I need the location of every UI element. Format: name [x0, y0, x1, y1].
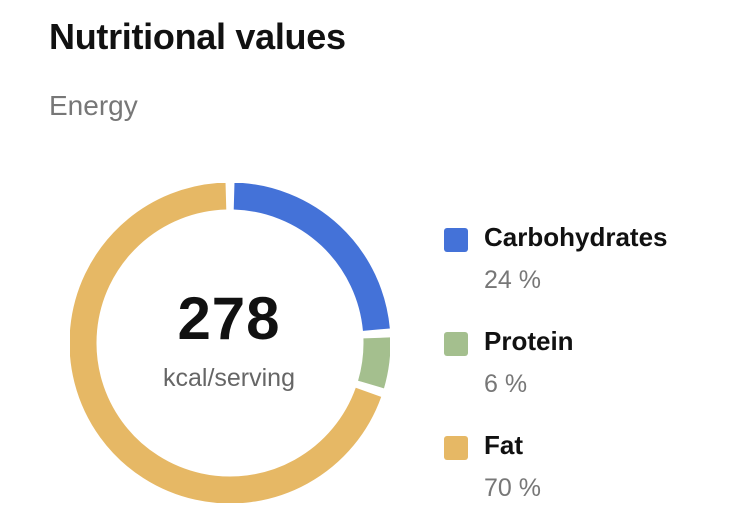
- donut-chart: [70, 183, 390, 503]
- energy-value: 278: [177, 285, 281, 352]
- legend-label: Protein: [484, 326, 574, 356]
- legend-value: 24 %: [484, 266, 541, 294]
- legend-value: 6 %: [484, 370, 528, 398]
- legend-value: 70 %: [484, 474, 541, 502]
- page-title: Nutritional values: [49, 16, 346, 57]
- legend-label: Fat: [484, 430, 523, 460]
- donut-segment-protein: [357, 337, 390, 389]
- donut-segment-carbohydrates: [233, 183, 390, 332]
- legend-label: Carbohydrates: [484, 222, 668, 252]
- legend-swatch: [444, 436, 468, 460]
- legend-swatch: [444, 228, 468, 252]
- legend-swatch: [444, 332, 468, 356]
- donut-segment-fat: [70, 183, 382, 503]
- energy-unit: kcal/serving: [163, 364, 295, 392]
- section-subtitle: Energy: [49, 90, 138, 121]
